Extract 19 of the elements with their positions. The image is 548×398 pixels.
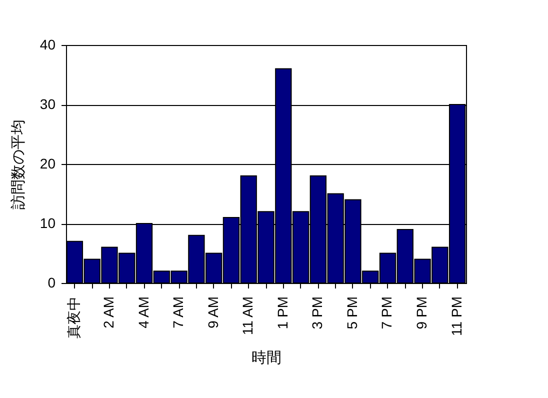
x-tick-label: 7 AM — [170, 296, 186, 328]
x-tick-label: 9 PM — [414, 296, 430, 330]
x-tick-label: 9 AM — [204, 296, 221, 328]
x-tick-label: 真夜中 — [66, 296, 82, 338]
x-tick-label: 2 AM — [100, 296, 116, 328]
x-tick-label: 3 PM — [309, 296, 326, 330]
x-tick-label: 7 PM — [378, 296, 395, 330]
y-tick-label: 10 — [40, 215, 56, 231]
x-axis-title: 時間 — [252, 350, 282, 366]
y-tick-label: 0 — [48, 274, 56, 290]
y-axis-title: 訪問数の平均 — [10, 120, 27, 210]
y-tick-label: 40 — [40, 36, 56, 52]
x-tick-label: 11 PM — [448, 296, 464, 336]
x-tick-label: 1 PM — [274, 296, 290, 330]
x-tick-label: 11 AM — [240, 296, 256, 336]
y-tick-label: 20 — [40, 156, 56, 172]
y-tick-label: 30 — [40, 96, 56, 112]
x-tick-label: 4 AM — [135, 296, 152, 328]
x-tick-label: 5 PM — [344, 296, 360, 330]
